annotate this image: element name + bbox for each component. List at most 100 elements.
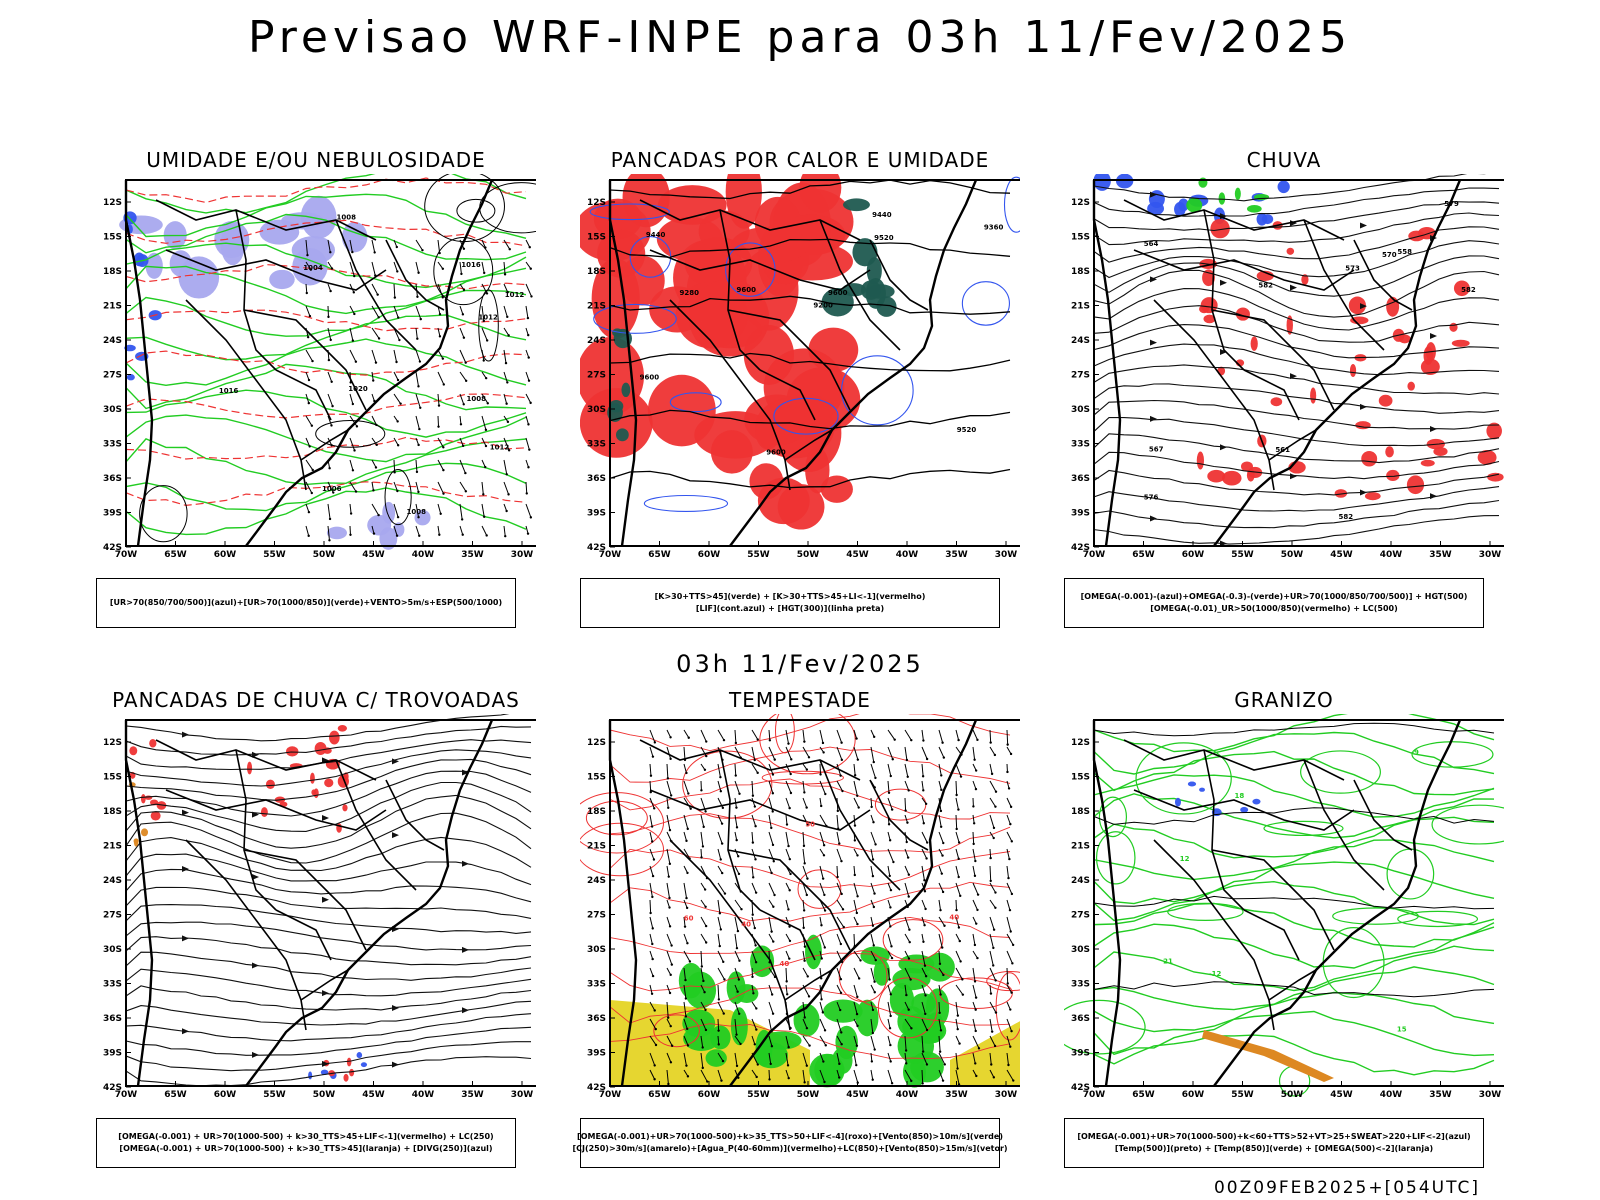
wind850-vector — [717, 848, 722, 860]
wind850-head — [872, 760, 875, 764]
wind850-vector — [734, 933, 738, 949]
wind850-head — [753, 926, 756, 930]
wind850-head — [905, 840, 908, 844]
temp850-ring-ring — [1135, 742, 1232, 815]
wind850-vector — [938, 831, 944, 844]
wind850-head — [701, 1046, 704, 1049]
wind850-vector — [751, 729, 759, 740]
wind850-head — [683, 925, 687, 928]
wind850-green-patch — [705, 1049, 727, 1067]
contour-label: 1020 — [348, 385, 368, 393]
wind-head — [505, 509, 508, 513]
hgt500-line — [1093, 499, 1500, 529]
wind850-head — [838, 1008, 842, 1012]
wind850-head — [720, 822, 724, 825]
wind850-vector — [836, 1035, 843, 1045]
wind850-head — [738, 1012, 741, 1015]
wind850-vector — [700, 1001, 706, 1011]
instability-red-south-patch — [777, 484, 825, 530]
wind850-vector — [683, 984, 687, 999]
wind850-head — [651, 942, 654, 946]
wind850-vector — [751, 1001, 757, 1009]
wind850-vector — [785, 780, 792, 794]
wind850-vector — [683, 780, 689, 794]
wind850-head — [669, 1024, 672, 1028]
wind-vector — [481, 349, 485, 361]
wind-vector — [371, 415, 377, 426]
wind850-head — [1009, 1045, 1012, 1048]
wind-head — [441, 357, 445, 360]
lon-label: 65W — [164, 1090, 187, 1100]
wind850-head — [821, 741, 825, 745]
storm-red-west-patch — [140, 794, 146, 804]
storm-red-patch — [337, 725, 348, 732]
wind850-vector — [938, 916, 945, 927]
panel-tempestade: TEMPESTADE 40 40 40 50 60 12S 15S 18S 21S 24S 27S 3… — [572, 688, 1020, 1193]
lat-label: 18S — [587, 267, 606, 277]
wind850-vector — [836, 865, 839, 877]
wind850-head — [1008, 857, 1011, 861]
temp850-line — [1093, 731, 1495, 775]
wind850-vector — [989, 848, 992, 859]
wind850-head — [754, 944, 757, 947]
wind-vector — [525, 327, 529, 336]
wind850-head — [939, 825, 943, 828]
wind850-head — [957, 738, 960, 742]
wind850-head — [873, 991, 876, 994]
wind850-vector — [1006, 933, 1014, 946]
wind850-vector — [904, 1001, 910, 1010]
wind850-vector — [972, 984, 977, 998]
country-border — [1133, 249, 1355, 291]
wind850-head — [722, 738, 726, 742]
country-border — [1123, 199, 1345, 241]
hgt500-line — [1093, 269, 1500, 318]
wind850-head — [652, 858, 656, 861]
contour-label: 9280 — [680, 289, 700, 297]
wind850-vector — [989, 933, 994, 949]
wind850-head — [669, 1061, 673, 1064]
wind850-vector — [836, 933, 842, 945]
wind-head — [417, 515, 420, 519]
temp850-ring-ring — [1263, 820, 1344, 837]
lat-label: 36S — [1071, 474, 1090, 484]
wind850-vector — [649, 865, 654, 877]
wind850-head — [787, 908, 790, 911]
wind850-vector — [887, 967, 891, 980]
wind-vector — [393, 525, 398, 536]
wind850-head — [735, 826, 739, 829]
wind-head — [308, 314, 312, 318]
wind850-head — [649, 774, 653, 777]
wind850-vector — [955, 1052, 959, 1069]
wind850-vector — [802, 967, 809, 977]
wind850-vector — [853, 780, 858, 796]
wind850-head — [893, 738, 896, 741]
wind850-head — [772, 905, 775, 908]
temp850-ring-ring — [1098, 796, 1128, 838]
hgt500-line — [1093, 255, 1500, 297]
jet-area — [950, 1021, 1020, 1086]
wind850-vector — [904, 967, 912, 980]
wind850-head — [874, 958, 877, 962]
lon-label: 40W — [1380, 550, 1403, 560]
wind850-vector — [887, 1018, 891, 1029]
wind850-vector — [785, 899, 789, 910]
wind-vector — [459, 525, 464, 535]
wind850-vector — [921, 899, 927, 910]
wind-head — [483, 271, 486, 275]
wind850-head — [887, 791, 891, 795]
wind850-head — [717, 1043, 720, 1046]
lat-label: 39S — [103, 509, 122, 519]
wind850-head — [924, 975, 928, 978]
wind850-vector — [921, 1052, 928, 1065]
wind850-vector — [870, 814, 874, 823]
wind-head — [396, 444, 400, 447]
wind850-head — [717, 998, 721, 1001]
lc850-line — [609, 714, 1011, 752]
wind850-vector — [921, 1018, 928, 1031]
hgt500-arrow — [1150, 191, 1157, 198]
wind850-vector — [972, 1052, 976, 1064]
wind850-head — [751, 794, 755, 797]
wind850-head — [922, 822, 925, 825]
wind-vector — [327, 393, 334, 407]
wind-vector — [349, 459, 354, 471]
